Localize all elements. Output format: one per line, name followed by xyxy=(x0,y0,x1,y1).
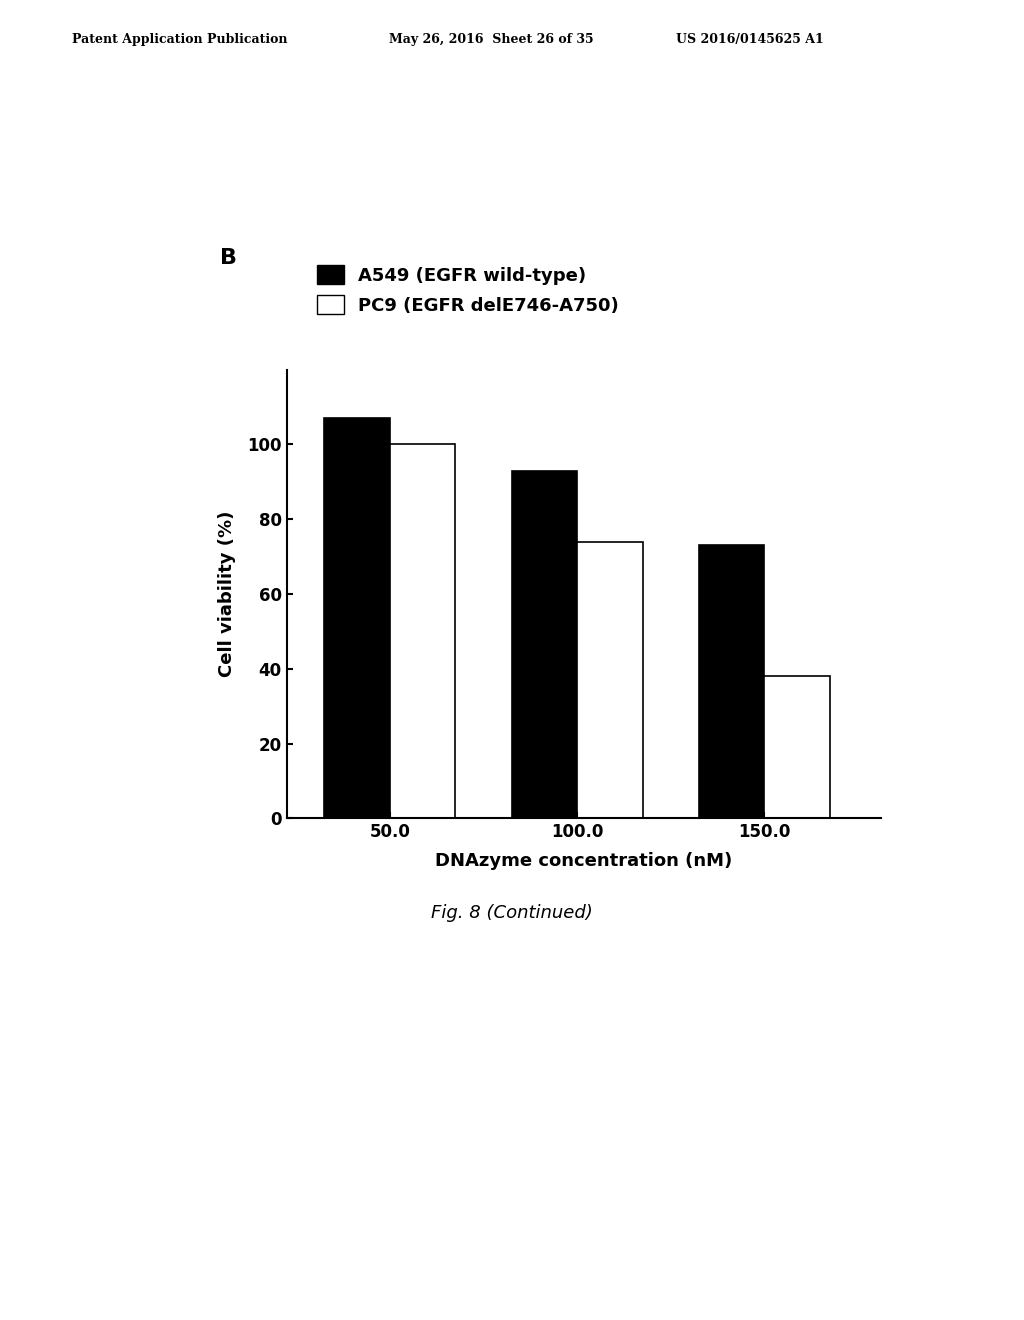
Bar xyxy=(390,445,456,818)
Bar xyxy=(765,676,830,818)
X-axis label: DNAzyme concentration (nM): DNAzyme concentration (nM) xyxy=(435,853,732,870)
Text: May 26, 2016  Sheet 26 of 35: May 26, 2016 Sheet 26 of 35 xyxy=(389,33,594,46)
Text: Fig. 8 (Continued): Fig. 8 (Continued) xyxy=(431,904,593,923)
Text: US 2016/0145625 A1: US 2016/0145625 A1 xyxy=(676,33,823,46)
Legend: A549 (EGFR wild-type), PC9 (EGFR delE746-A750): A549 (EGFR wild-type), PC9 (EGFR delE746… xyxy=(311,260,625,321)
Text: Patent Application Publication: Patent Application Publication xyxy=(72,33,287,46)
Text: B: B xyxy=(220,248,238,268)
Bar xyxy=(512,470,578,818)
Y-axis label: Cell viability (%): Cell viability (%) xyxy=(218,511,237,677)
Bar xyxy=(578,541,643,818)
Bar xyxy=(699,545,765,818)
Bar xyxy=(325,418,390,818)
